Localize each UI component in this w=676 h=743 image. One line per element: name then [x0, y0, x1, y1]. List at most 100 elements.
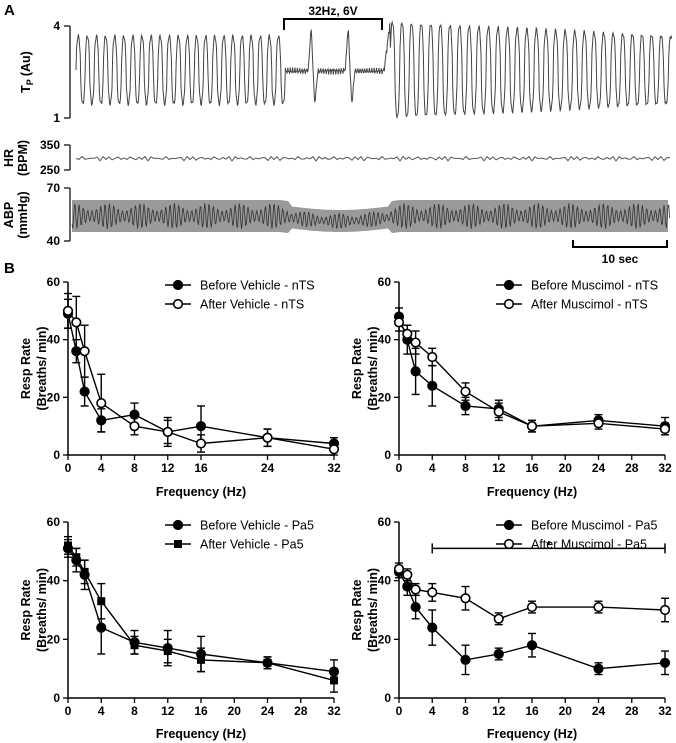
data-point — [172, 279, 184, 291]
y-tick-label: 20 — [47, 390, 61, 404]
data-point — [526, 421, 538, 432]
y-tick-label: 40 — [47, 574, 61, 588]
tp-trace — [75, 20, 673, 119]
x-tick-label: 32 — [658, 704, 672, 718]
x-tick-label: 8 — [131, 461, 138, 475]
x-tick-label: 0 — [396, 704, 403, 718]
abp-ylabel-1: ABP — [2, 202, 16, 228]
data-point — [659, 423, 671, 435]
data-point — [427, 587, 438, 598]
y-axis-label-line2: (Breaths/ min) — [35, 568, 49, 652]
y-tick-label: 0 — [53, 691, 60, 705]
data-point — [402, 569, 413, 580]
y-tick-label: 0 — [53, 448, 60, 462]
panel-a-label: A — [4, 2, 15, 19]
data-point — [503, 279, 515, 291]
y-tick-label: 60 — [47, 275, 61, 289]
data-point — [195, 421, 207, 432]
data-point — [410, 337, 421, 348]
data-point — [62, 305, 74, 316]
abp-ymax: 70 — [47, 181, 61, 195]
data-point — [129, 421, 140, 432]
data-point — [427, 351, 438, 363]
x-tick-label: 16 — [525, 461, 539, 475]
hr-ylabel-2: (BPM) — [16, 140, 30, 176]
x-tick-label: 24 — [261, 461, 275, 475]
data-point — [64, 541, 72, 550]
y-axis-label-line1: Resp Rate — [350, 579, 364, 640]
hr-ymin: 250 — [40, 163, 60, 177]
x-axis-label: Frequency (Hz) — [156, 485, 246, 499]
x-tick-label: 8 — [131, 704, 138, 718]
series-line — [398, 316, 666, 427]
y-axis-label: Resp Rate (Breaths/ min) — [350, 326, 380, 410]
y-tick-label: 20 — [378, 632, 392, 646]
data-point — [503, 519, 515, 531]
chart-1: 0 20 40 60 0 4 8 12 16 24 32 Frequency (Hz) Resp Rat… — [19, 275, 341, 499]
hr-axis — [64, 144, 71, 171]
data-point — [593, 601, 604, 613]
legend-label: Before Muscimol - Pa5 — [531, 519, 657, 533]
data-point — [172, 519, 184, 531]
x-axis-label: Frequency (Hz) — [156, 727, 246, 741]
data-point — [195, 438, 207, 449]
abp-trace — [71, 202, 670, 230]
scale-bar — [572, 240, 668, 248]
y-tick-label: 40 — [47, 333, 61, 347]
abp-axis — [64, 187, 71, 242]
y-axis-label: Resp Rate (Breaths/ min) — [350, 568, 380, 652]
legend-label: After Vehicle - Pa5 — [200, 538, 304, 552]
data-point — [79, 346, 90, 357]
stimulus-label: 32Hz, 6V — [308, 4, 357, 18]
y-tick-label: 0 — [384, 448, 391, 462]
data-point — [427, 380, 438, 391]
data-point — [172, 298, 184, 310]
series-2 — [393, 313, 671, 436]
y-tick-label: 0 — [384, 691, 391, 705]
x-tick-label: 20 — [559, 704, 573, 718]
legend: Before Muscimol - nTS After Muscimol - nT… — [496, 279, 658, 312]
data-point — [97, 597, 106, 606]
data-point — [659, 657, 671, 668]
y-tick-label: 20 — [378, 390, 392, 404]
stimulus-bar — [283, 18, 383, 30]
y-axis-label-line1: Resp Rate — [19, 579, 33, 640]
x-tick-label: 28 — [625, 461, 639, 475]
hr-ylabel-1: HR — [2, 149, 16, 167]
x-tick-label: 28 — [294, 704, 308, 718]
data-point — [460, 654, 471, 665]
x-tick-label: 12 — [161, 704, 175, 718]
chart-3: 0 20 40 60 0 4 8 12 16 20 24 28 32 Frequency (Hz) Resp… — [19, 515, 341, 741]
y-axis-label-line1: Resp Rate — [19, 338, 33, 399]
y-tick-label: 60 — [378, 275, 392, 289]
hr-trace — [75, 155, 671, 162]
data-point — [79, 386, 90, 397]
data-point — [526, 601, 538, 613]
data-point — [402, 328, 413, 340]
data-point — [174, 540, 182, 548]
legend-label: After Muscimol - Pa5 — [531, 538, 647, 552]
x-tick-label: 16 — [194, 461, 208, 475]
x-tick-label: 12 — [492, 461, 506, 475]
data-point — [493, 613, 504, 624]
data-point — [427, 622, 438, 633]
y-tick-label: 60 — [378, 515, 392, 529]
x-tick-label: 4 — [429, 704, 436, 718]
data-point — [460, 400, 471, 412]
x-tick-label: 20 — [228, 704, 242, 718]
x-tick-label: 0 — [65, 461, 72, 475]
significance-star: * — [546, 538, 551, 552]
series-2 — [64, 535, 338, 693]
tp-ymin: 1 — [53, 111, 60, 125]
x-tick-label: 4 — [98, 461, 105, 475]
legend: Before Vehicle - nTS After Vehicle - nTS — [165, 279, 315, 312]
x-tick-label: 24 — [261, 704, 275, 718]
x-tick-label: 8 — [462, 461, 469, 475]
legend-label: Before Vehicle - Pa5 — [200, 519, 314, 533]
abp-ymin: 40 — [47, 234, 61, 248]
chart-2: 0 20 40 60 0 4 8 12 16 20 24 28 32 Frequency (Hz) Resp… — [350, 275, 672, 499]
data-point — [493, 648, 504, 660]
x-tick-label: 12 — [492, 704, 506, 718]
tp-ylabel: TP(Au) — [19, 51, 35, 93]
